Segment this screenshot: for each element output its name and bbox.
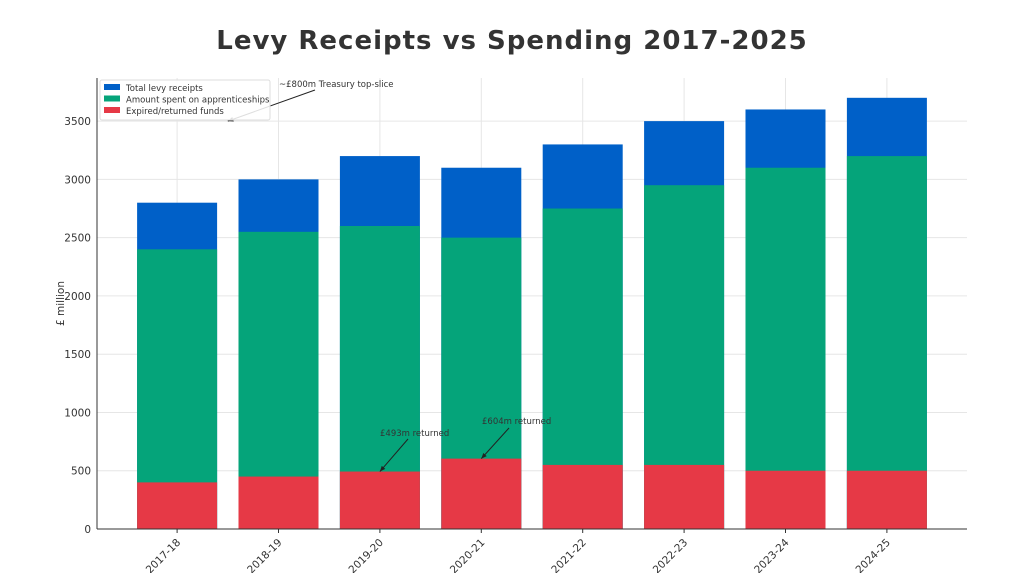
y-tick-label: 2500 <box>64 233 91 245</box>
legend-box <box>99 79 271 121</box>
bar-expired <box>137 482 218 529</box>
x-tick-label: 2024-25 <box>854 537 894 573</box>
y-tick-label: 3500 <box>64 116 91 128</box>
annotation-arrow <box>379 438 409 472</box>
y-tick-label: 2000 <box>64 291 91 303</box>
annotation-493: £493m returned <box>380 429 449 439</box>
x-tick-label: 2018-19 <box>245 537 285 573</box>
y-tick-label: 3000 <box>64 174 91 186</box>
bar-spent <box>745 167 826 529</box>
annotation-arrow <box>480 427 510 459</box>
x-tick-label: 2017-18 <box>144 537 184 573</box>
legend-swatch <box>104 107 120 113</box>
y-tick-label: 0 <box>84 524 91 536</box>
chart-title: Levy Receipts vs Spending 2017-2025 <box>216 26 808 56</box>
y-tick-label: 500 <box>71 466 91 478</box>
x-tick-label: 2023-24 <box>752 536 792 573</box>
bar-expired <box>441 458 522 529</box>
y-tick-label: 1500 <box>64 349 91 361</box>
bar-spent <box>846 156 927 529</box>
x-tick-label: 2022-23 <box>651 537 691 573</box>
bar-expired <box>745 470 826 529</box>
legend-label: Total levy receipts <box>125 84 203 94</box>
x-tick-label: 2020-21 <box>448 537 488 573</box>
legend-swatch <box>104 95 120 102</box>
bar-expired <box>542 464 623 529</box>
x-tick-label: 2019-20 <box>347 537 387 573</box>
y-axis-label: £ million <box>55 281 67 326</box>
y-tick-label: 1000 <box>64 407 91 419</box>
annotation-604: £604m returned <box>482 417 551 427</box>
annotation-top-slice: ~£800m Treasury top-slice <box>279 80 394 90</box>
annotation-arrow-head <box>379 465 386 472</box>
legend-label: Amount spent on apprenticeships <box>126 96 270 106</box>
bar-expired <box>644 464 725 529</box>
annotation-arrow-head <box>481 452 487 459</box>
bar-expired <box>339 471 420 529</box>
legend-swatch <box>104 84 120 90</box>
legend-label: Expired/returned funds <box>126 107 224 117</box>
x-tick-label: 2021-22 <box>549 537 589 573</box>
bar-expired <box>846 470 927 529</box>
bar-expired <box>238 476 319 529</box>
